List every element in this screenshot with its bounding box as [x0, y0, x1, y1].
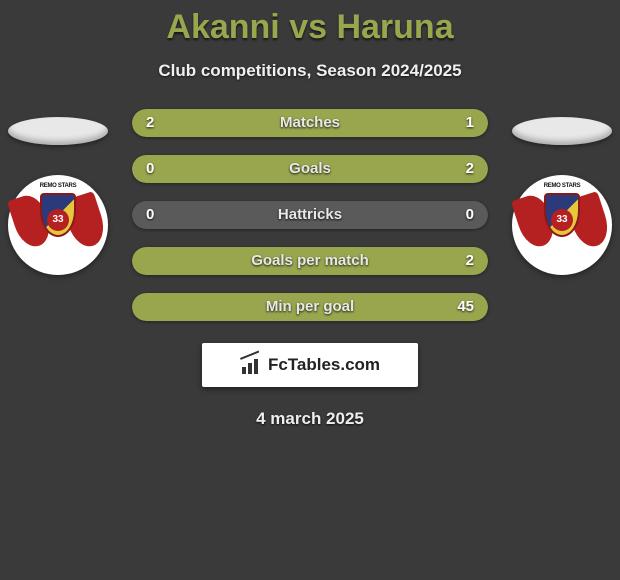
date-text: 4 march 2025 [0, 409, 620, 429]
main-row: REMO STARS 33 21Matches 02Goals 00Hattrick… [0, 109, 620, 321]
stat-label: Goals [132, 155, 488, 183]
club-badge-right: REMO STARS 33 [512, 175, 612, 275]
left-side: REMO STARS 33 [8, 109, 108, 275]
stat-label: Matches [132, 109, 488, 137]
chart-icon [240, 356, 262, 374]
right-side: REMO STARS 33 [512, 109, 612, 275]
stat-row: 02Goals [132, 155, 488, 183]
stat-label: Hattricks [132, 201, 488, 229]
stats-card: Akanni vs Haruna Club competitions, Seas… [0, 0, 620, 429]
stat-label: Goals per match [132, 247, 488, 275]
club-badge-left: REMO STARS 33 [8, 175, 108, 275]
player-placeholder-left [8, 117, 108, 145]
page-subtitle: Club competitions, Season 2024/2025 [0, 61, 620, 81]
stat-row: 21Matches [132, 109, 488, 137]
stat-row: 2Goals per match [132, 247, 488, 275]
player-placeholder-right [512, 117, 612, 145]
stat-row: 45Min per goal [132, 293, 488, 321]
badge-top-text: REMO STARS [18, 183, 98, 189]
page-title: Akanni vs Haruna [0, 8, 620, 47]
badge-number: 33 [47, 209, 69, 231]
brand-text: FcTables.com [268, 355, 380, 375]
badge-number: 33 [551, 209, 573, 231]
stat-row: 00Hattricks [132, 201, 488, 229]
badge-top-text: REMO STARS [522, 183, 602, 189]
stat-bars: 21Matches 02Goals 00Hattricks 2Goals per ma… [108, 109, 512, 321]
stat-label: Min per goal [132, 293, 488, 321]
brand-badge[interactable]: FcTables.com [202, 343, 418, 387]
